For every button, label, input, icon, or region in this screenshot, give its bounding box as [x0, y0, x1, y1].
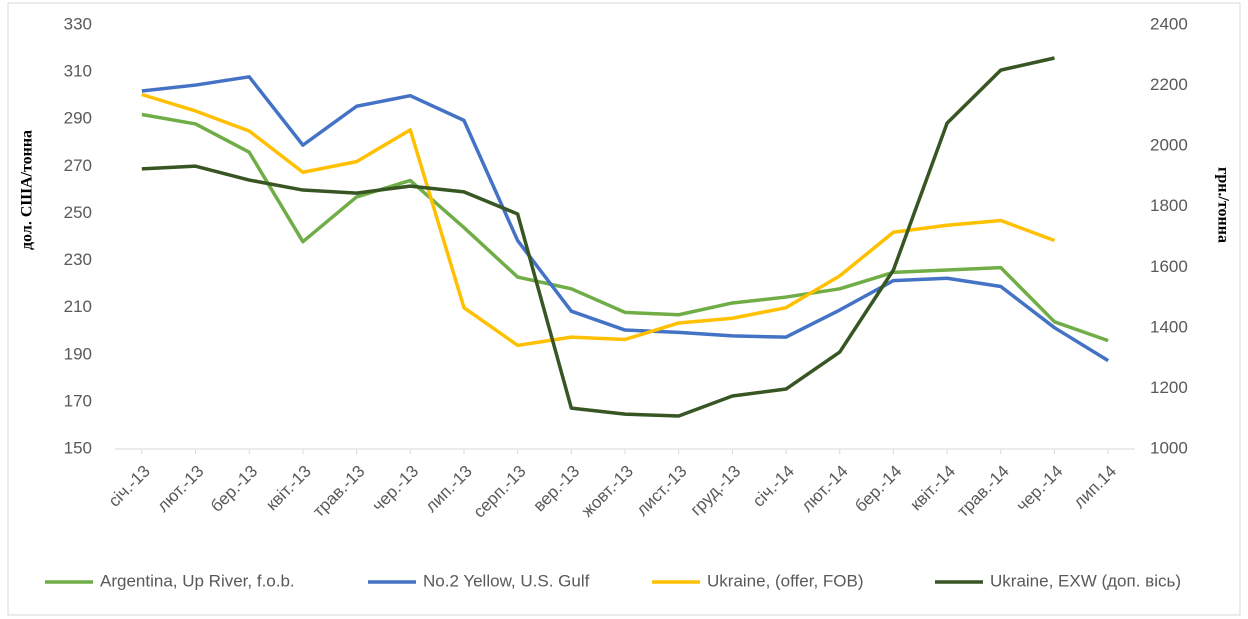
- series-line: [141, 75, 1110, 363]
- y-tick-label: 270: [64, 156, 92, 175]
- y-tick-label: 310: [64, 62, 92, 81]
- x-tick-label: бер.-13: [207, 462, 261, 516]
- y2-tick-label: 1800: [1150, 196, 1188, 215]
- y-tick-label: 210: [64, 297, 92, 316]
- y-tick-label: 290: [64, 109, 92, 128]
- x-tick-label: лист.-13: [633, 462, 691, 520]
- x-tick-label: трав.-13: [309, 462, 368, 521]
- legend-label: Argentina, Up River, f.o.b.: [100, 571, 295, 590]
- x-tick-label: квіт.-13: [262, 462, 315, 515]
- y2-tick-label: 2000: [1150, 136, 1188, 155]
- x-tick-label: вер.-13: [530, 462, 584, 516]
- y2-tick-label: 1200: [1150, 378, 1188, 397]
- x-tick-label: січ.-14: [749, 462, 798, 511]
- frame: [7, 2, 1241, 616]
- x-tick-label: трав.-14: [953, 462, 1012, 521]
- y2-tick-label: 1000: [1150, 438, 1188, 457]
- y-tick-label: 250: [64, 203, 92, 222]
- y2-tick-label: 1600: [1150, 257, 1188, 276]
- x-tick-label: серп.-13: [470, 462, 530, 522]
- x-tick-label: лип.-13: [422, 462, 476, 516]
- y-tick-label: 190: [64, 344, 92, 363]
- x-tick-label: груд.-13: [687, 462, 745, 520]
- series-line: [141, 56, 1055, 418]
- x-tick-label: січ.-13: [105, 462, 154, 511]
- x-tick-label: лют.-14: [798, 462, 852, 516]
- y-tick-label: 150: [64, 438, 92, 457]
- x-tick-label: лют.-13: [153, 462, 207, 516]
- legend-label: Ukraine, EXW (доп. вісь): [990, 571, 1181, 590]
- legend-label: Ukraine, (offer, FOB): [707, 571, 864, 590]
- y-tick-label: 230: [64, 250, 92, 269]
- x-tick-label: бер.-14: [851, 462, 905, 516]
- y-tick-label: 330: [64, 14, 92, 33]
- series-line: [141, 92, 1056, 348]
- series-line: [141, 112, 1109, 343]
- x-tick-label: чер.-14: [1013, 462, 1067, 516]
- y-tick-label: 170: [64, 391, 92, 410]
- y2-tick-label: 1400: [1150, 317, 1188, 336]
- y2-tick-label: 2200: [1150, 75, 1188, 94]
- legend-label: No.2 Yellow, U.S. Gulf: [423, 571, 590, 590]
- x-tick-label: жовт.-13: [578, 462, 637, 521]
- x-tick-label: лип.14: [1070, 462, 1120, 512]
- x-tick-label: чер.-13: [368, 462, 422, 516]
- y2-tick-label: 2400: [1150, 14, 1188, 33]
- y2-axis-label: грн./тонна: [1214, 167, 1231, 243]
- x-tick-label: квіт.-14: [906, 462, 959, 515]
- y-axis-label: дол. США/тонна: [19, 130, 36, 250]
